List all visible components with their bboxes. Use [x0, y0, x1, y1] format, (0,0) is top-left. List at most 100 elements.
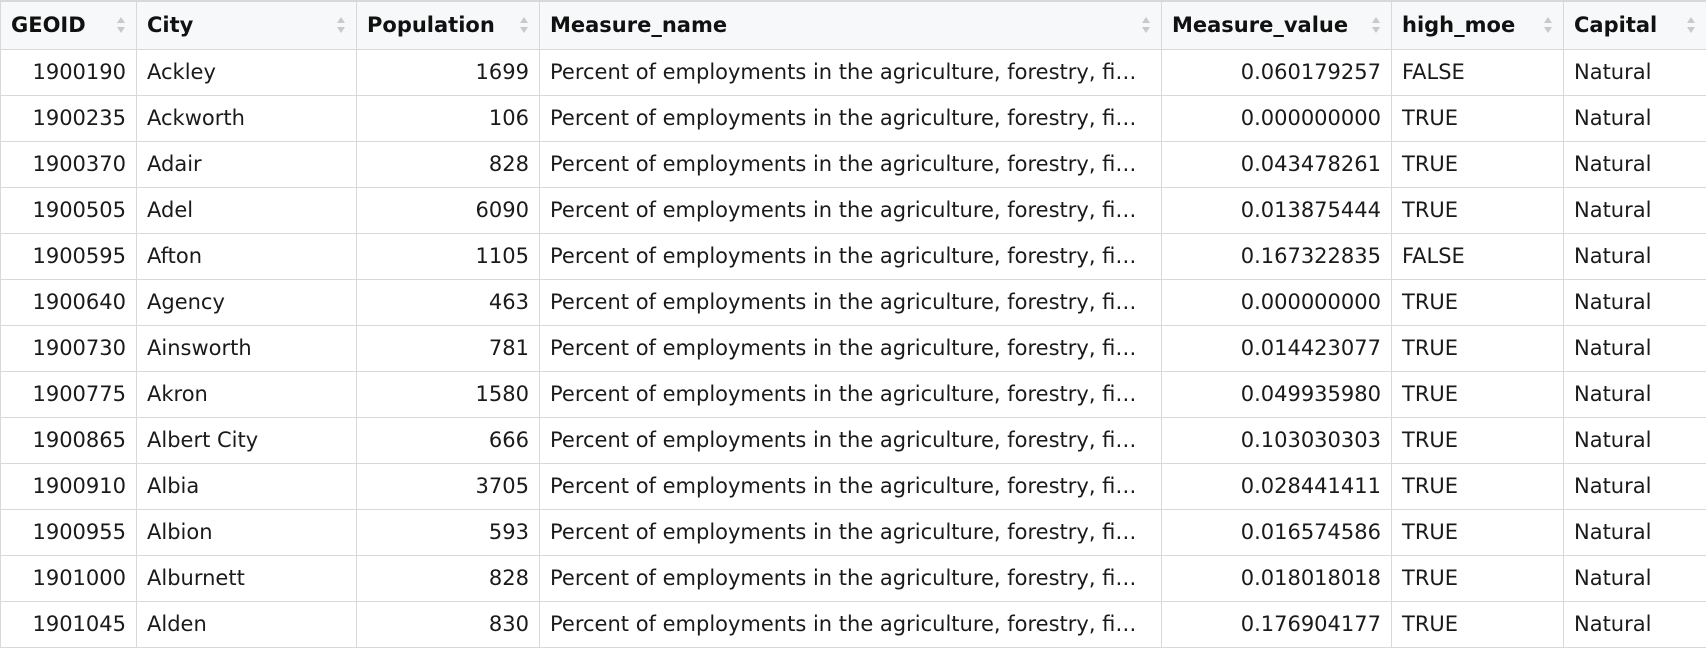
column-header-capital[interactable]: Capital [1563, 0, 1706, 50]
cell-high-moe: FALSE [1391, 232, 1564, 280]
cell-measure-value: 0.043478261 [1161, 140, 1392, 188]
table-row: 1900910 Albia 3705 Percent of employments i… [0, 462, 1706, 510]
cell-measure-value: 0.049935980 [1161, 370, 1392, 418]
column-header-label: City [147, 13, 194, 38]
cell-measure-value: 0.028441411 [1161, 462, 1392, 510]
cell-measure-value: 0.016574586 [1161, 508, 1392, 556]
cell-measure-value: 0.167322835 [1161, 232, 1392, 280]
sort-icon[interactable] [1141, 16, 1151, 34]
cell-city: Adair [136, 140, 357, 188]
cell-capital: Natural [1563, 554, 1706, 602]
cell-high-moe: FALSE [1391, 48, 1564, 96]
column-header-label: Population [367, 13, 495, 38]
cell-measure-name: Percent of employments in the agricultur… [539, 508, 1162, 556]
cell-capital: Natural [1563, 324, 1706, 372]
table-row: 1900775 Akron 1580 Percent of employments i… [0, 370, 1706, 418]
cell-geoid: 1900955 [0, 508, 137, 556]
cell-capital: Natural [1563, 186, 1706, 234]
table-row: 1900235 Ackworth 106 Percent of employments… [0, 94, 1706, 142]
cell-measure-name: Percent of employments in the agricultur… [539, 232, 1162, 280]
cell-population: 828 [356, 554, 540, 602]
column-header-label: Measure_value [1172, 13, 1349, 38]
cell-city: Ainsworth [136, 324, 357, 372]
cell-capital: Natural [1563, 508, 1706, 556]
column-header-label: Capital [1574, 13, 1658, 38]
column-header-high-moe[interactable]: high_moe [1391, 0, 1564, 50]
column-header-measure-name[interactable]: Measure_name [539, 0, 1162, 50]
cell-population: 463 [356, 278, 540, 326]
cell-population: 106 [356, 94, 540, 142]
cell-high-moe: TRUE [1391, 324, 1564, 372]
cell-high-moe: TRUE [1391, 278, 1564, 326]
cell-capital: Natural [1563, 94, 1706, 142]
cell-city: Albia [136, 462, 357, 510]
cell-high-moe: TRUE [1391, 508, 1564, 556]
cell-population: 1580 [356, 370, 540, 418]
table-row: 1900955 Albion 593 Percent of employments i… [0, 508, 1706, 556]
cell-population: 6090 [356, 186, 540, 234]
cell-measure-name: Percent of employments in the agricultur… [539, 278, 1162, 326]
cell-measure-name: Percent of employments in the agricultur… [539, 462, 1162, 510]
cell-measure-name: Percent of employments in the agricultur… [539, 186, 1162, 234]
sort-icon[interactable] [336, 16, 346, 34]
cell-measure-name: Percent of employments in the agricultur… [539, 370, 1162, 418]
table-body: 1900190 Ackley 1699 Percent of employments … [0, 48, 1706, 648]
cell-geoid: 1900370 [0, 140, 137, 188]
cell-capital: Natural [1563, 462, 1706, 510]
sort-icon[interactable] [1543, 16, 1553, 34]
cell-measure-name: Percent of employments in the agricultur… [539, 48, 1162, 96]
cell-geoid: 1900775 [0, 370, 137, 418]
cell-capital: Natural [1563, 600, 1706, 648]
cell-geoid: 1900640 [0, 278, 137, 326]
cell-high-moe: TRUE [1391, 600, 1564, 648]
table-row: 1900595 Afton 1105 Percent of employments i… [0, 232, 1706, 280]
cell-high-moe: TRUE [1391, 186, 1564, 234]
cell-capital: Natural [1563, 370, 1706, 418]
sort-icon[interactable] [519, 16, 529, 34]
table-row: 1901000 Alburnett 828 Percent of employment… [0, 554, 1706, 602]
cell-measure-value: 0.018018018 [1161, 554, 1392, 602]
cell-city: Adel [136, 186, 357, 234]
cell-geoid: 1900865 [0, 416, 137, 464]
cell-city: Ackworth [136, 94, 357, 142]
cell-high-moe: TRUE [1391, 370, 1564, 418]
cell-city: Alburnett [136, 554, 357, 602]
sort-icon[interactable] [116, 16, 126, 34]
column-header-label: high_moe [1402, 13, 1516, 38]
cell-geoid: 1900730 [0, 324, 137, 372]
column-header-city[interactable]: City [136, 0, 357, 50]
cell-measure-name: Percent of employments in the agricultur… [539, 600, 1162, 648]
column-header-label: GEOID [11, 13, 86, 38]
cell-capital: Natural [1563, 232, 1706, 280]
cell-city: Albert City [136, 416, 357, 464]
table-row: 1900190 Ackley 1699 Percent of employments … [0, 48, 1706, 96]
cell-capital: Natural [1563, 278, 1706, 326]
cell-population: 1105 [356, 232, 540, 280]
cell-capital: Natural [1563, 140, 1706, 188]
cell-high-moe: TRUE [1391, 140, 1564, 188]
column-header-population[interactable]: Population [356, 0, 540, 50]
cell-geoid: 1900505 [0, 186, 137, 234]
column-header-geoid[interactable]: GEOID [0, 0, 137, 50]
cell-measure-value: 0.176904177 [1161, 600, 1392, 648]
cell-city: Alden [136, 600, 357, 648]
cell-measure-value: 0.013875444 [1161, 186, 1392, 234]
cell-population: 830 [356, 600, 540, 648]
cell-city: Akron [136, 370, 357, 418]
table-row: 1900865 Albert City 666 Percent of employme… [0, 416, 1706, 464]
column-header-measure-value[interactable]: Measure_value [1161, 0, 1392, 50]
cell-population: 3705 [356, 462, 540, 510]
sort-icon[interactable] [1686, 16, 1696, 34]
table-row: 1900640 Agency 463 Percent of employments i… [0, 278, 1706, 326]
cell-measure-value: 0.000000000 [1161, 278, 1392, 326]
cell-geoid: 1900595 [0, 232, 137, 280]
cell-geoid: 1900190 [0, 48, 137, 96]
sort-icon[interactable] [1371, 16, 1381, 34]
cell-population: 666 [356, 416, 540, 464]
cell-geoid: 1900910 [0, 462, 137, 510]
cell-city: Albion [136, 508, 357, 556]
cell-measure-value: 0.060179257 [1161, 48, 1392, 96]
cell-geoid: 1900235 [0, 94, 137, 142]
cell-measure-name: Percent of employments in the agricultur… [539, 554, 1162, 602]
